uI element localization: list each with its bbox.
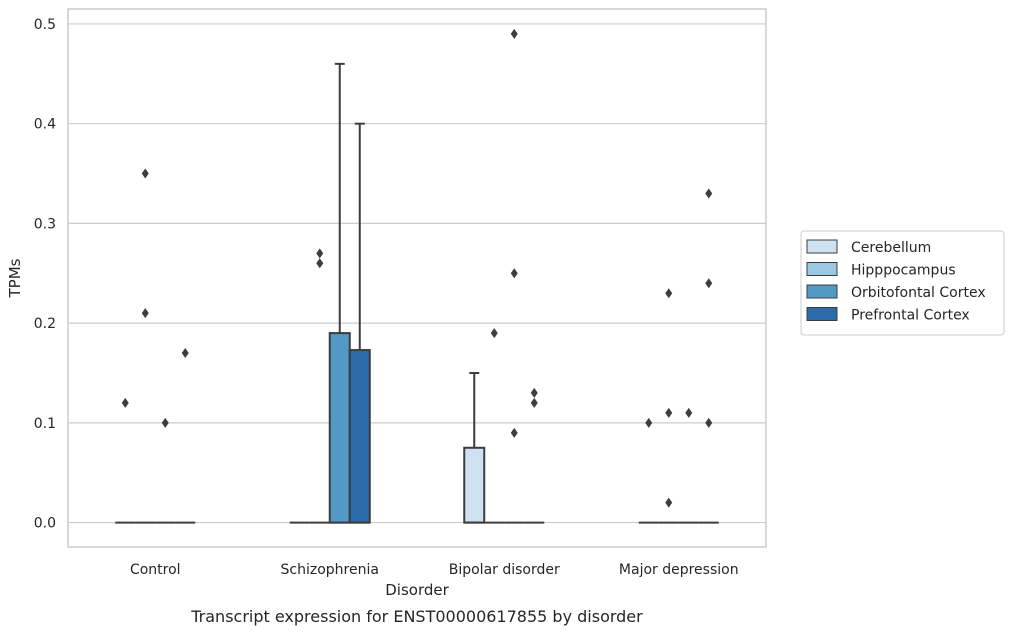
outlier-point: [510, 427, 518, 438]
outlier-point: [181, 348, 189, 359]
box-group: [638, 417, 659, 524]
box-group: [135, 168, 156, 524]
box-group: [463, 371, 486, 524]
y-tick-label: 0.0: [34, 516, 56, 532]
x-axis-label: Disorder: [385, 581, 449, 599]
box-group: [328, 62, 351, 524]
outlier-point: [510, 28, 518, 39]
outlier-point: [665, 497, 673, 508]
legend: Cerebellum Hipppocampus Orbitofontal Corte…: [800, 230, 1005, 336]
box-group: [309, 248, 330, 524]
y-tick-label: 0.4: [34, 117, 56, 133]
box-group: [504, 28, 525, 524]
outlier-point: [316, 258, 324, 269]
outlier-point: [510, 268, 518, 279]
y-axis-ticks: 0.0 0.1 0.2 0.3 0.4 0.5: [34, 17, 56, 532]
x-tick-label: Major depression: [619, 562, 739, 578]
legend-label: Hipppocampus: [851, 263, 956, 279]
outlier-point: [316, 248, 324, 259]
box-body: [328, 332, 351, 524]
y-tick-label: 0.1: [34, 416, 56, 432]
box-group: [698, 188, 719, 524]
y-tick-label: 0.5: [34, 17, 56, 33]
legend-label: Prefrontal Cortex: [851, 308, 970, 324]
legend-label: Orbitofontal Cortex: [851, 285, 986, 301]
gridlines: [68, 23, 766, 524]
x-axis-ticks: Control Schizophrenia Bipolar disorder Majo…: [130, 562, 739, 578]
legend-swatch: [806, 239, 838, 254]
box-body: [348, 349, 371, 524]
outlier-point: [530, 387, 538, 398]
outlier-point: [490, 328, 498, 339]
plot-frame: [67, 8, 767, 548]
plot-marks: [115, 28, 719, 524]
legend-label: Cerebellum: [851, 240, 931, 256]
outlier-point: [530, 397, 538, 408]
outlier-point: [705, 188, 713, 199]
chart-caption: Transcript expression for ENST0000061785…: [190, 607, 643, 626]
y-axis-label: TPMs: [6, 258, 24, 298]
outlier-point: [645, 417, 653, 428]
box-group: [348, 122, 371, 524]
legend-swatch: [806, 284, 838, 299]
x-tick-label: Control: [130, 562, 181, 578]
box-group: [175, 348, 196, 524]
box-group: [115, 397, 136, 524]
y-tick-label: 0.2: [34, 316, 56, 332]
x-tick-label: Schizophrenia: [281, 562, 379, 578]
box-group: [484, 328, 505, 524]
outlier-point: [665, 288, 673, 299]
outlier-point: [141, 308, 149, 319]
outlier-point: [665, 407, 673, 418]
outlier-point: [705, 417, 713, 428]
box-group: [524, 387, 545, 524]
box-body: [463, 446, 486, 524]
outlier-point: [685, 407, 693, 418]
box-group: [155, 417, 176, 524]
y-tick-label: 0.3: [34, 216, 56, 232]
legend-swatch: [806, 262, 838, 276]
legend-frame: [800, 230, 1005, 336]
box-group: [658, 288, 679, 524]
outlier-point: [121, 397, 129, 408]
x-tick-label: Bipolar disorder: [449, 562, 560, 578]
box-group: [678, 407, 699, 524]
outlier-point: [141, 168, 149, 179]
legend-swatch: [806, 307, 838, 321]
outlier-point: [705, 278, 713, 289]
outlier-point: [161, 417, 169, 428]
